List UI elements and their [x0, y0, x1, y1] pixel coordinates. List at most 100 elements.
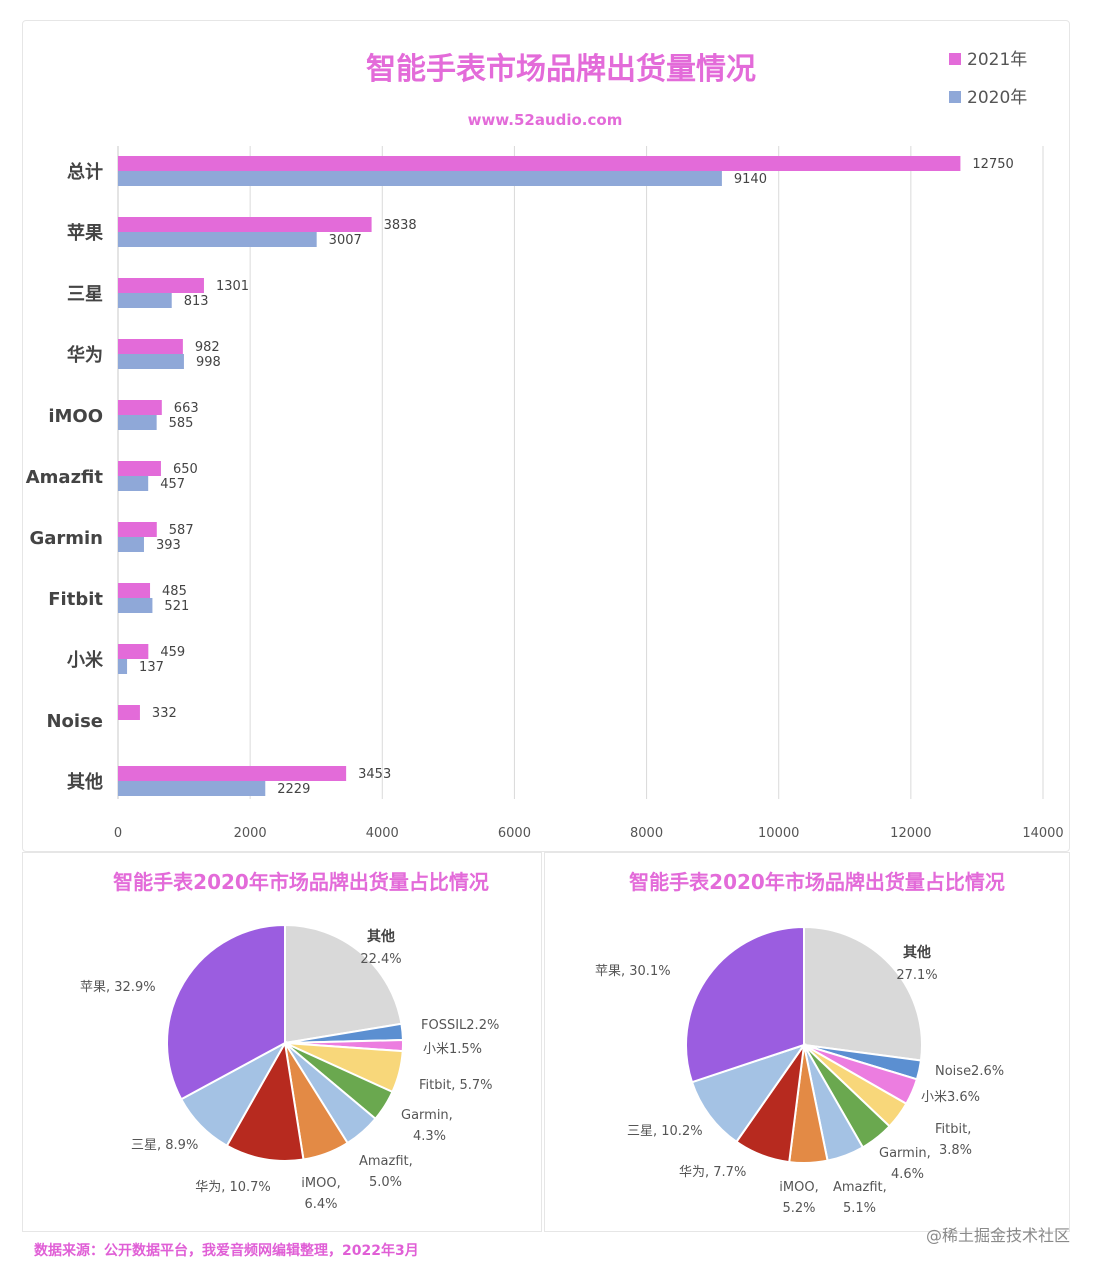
bar-value-label-0-2: 1301: [216, 279, 249, 294]
bar-value-label-0-5: 650: [173, 462, 198, 477]
watermark: @稀土掘金技术社区: [925, 1226, 1070, 1245]
x-tick-label-6: 12000: [890, 826, 931, 841]
pie-left-title: 智能手表2020年市场品牌出货量占比情况: [113, 870, 489, 894]
pie-left-slice-7: [225, 1040, 305, 1162]
x-tick-label-2: 4000: [366, 826, 399, 841]
bar-1-4: [118, 415, 157, 430]
category-label-7: Fitbit: [48, 589, 103, 610]
bar-chart-panel: 智能手表市场品牌出货量情况 www.52audio.com 2021年 2020年 0 2…: [22, 20, 1070, 852]
bar-0-1: [118, 217, 372, 232]
chart-subtitle: www.52audio.com: [468, 111, 623, 129]
pie-left-slice-0: [284, 923, 403, 1045]
bar-value-label-0-4: 663: [174, 401, 199, 416]
pie-left-label-value-6: 6.4%: [304, 1197, 337, 1212]
bar-value-label-1-3: 998: [196, 355, 221, 370]
legend-label-0: 2021年: [967, 50, 1027, 70]
bar-value-label-0-9: 332: [152, 706, 177, 721]
bar-1-10: [118, 781, 266, 796]
bar-value-label-1-2: 813: [184, 294, 209, 309]
pie-left-label-value-5: 5.0%: [369, 1175, 402, 1190]
bar-0-3: [118, 339, 183, 354]
pie-right-label-value-4: 4.6%: [891, 1167, 924, 1182]
pie-right-label-value-6: 5.2%: [782, 1201, 815, 1216]
pie-right-label-name-3: Fitbit,: [935, 1122, 971, 1137]
x-tick-label-3: 6000: [498, 826, 531, 841]
bar-0-7: [118, 583, 151, 598]
pie-left-label-8: 三星, 8.9%: [131, 1138, 198, 1153]
bar-chart: 智能手表市场品牌出货量情况 www.52audio.com 2021年 2020年 0 2…: [26, 50, 1064, 841]
x-tick-label-7: 14000: [1022, 826, 1063, 841]
pie-right-label-value-5: 5.1%: [843, 1201, 876, 1216]
category-label-1: 苹果: [67, 222, 104, 244]
pie-right-slice-0: [803, 925, 923, 1062]
bar-1-5: [118, 476, 149, 491]
bar-value-label-0-0: 12750: [972, 157, 1013, 172]
legend-swatch-1: [949, 91, 961, 103]
pie-left-label-name-5: Amazfit,: [359, 1154, 413, 1169]
pie-right-label-name-4: Garmin,: [879, 1146, 931, 1161]
pie-right-slice-9: [685, 925, 805, 1084]
x-tick-label-1: 2000: [234, 826, 267, 841]
pie-right-label-name-5: Amazfit,: [833, 1180, 887, 1195]
bar-value-label-1-0: 9140: [734, 172, 767, 187]
bar-0-2: [118, 278, 204, 293]
pie-chart-panel-right: 智能手表2020年市场品牌出货量占比情况 其他 27.1% Noise2.6% 小米3.…: [544, 852, 1070, 1232]
legend-swatch-0: [949, 53, 961, 65]
bar-value-label-1-5: 457: [160, 477, 185, 492]
pie-left-slice-9: [166, 923, 286, 1101]
category-label-5: Amazfit: [26, 467, 104, 488]
pie-left-label-9: 苹果, 32.9%: [80, 980, 156, 995]
bar-1-6: [118, 537, 144, 552]
bar-1-0: [118, 171, 722, 186]
bar-0-6: [118, 522, 157, 537]
bar-value-label-0-1: 3838: [384, 218, 417, 233]
pie-left-label-name-4: Garmin,: [401, 1108, 453, 1123]
category-label-9: Noise: [46, 711, 103, 732]
pie-left-label-2: 小米1.5%: [423, 1042, 482, 1057]
pie-right-slice-8: [690, 1043, 807, 1144]
pie-left-label-value-4: 4.3%: [413, 1129, 446, 1144]
bar-0-10: [118, 766, 347, 781]
category-label-10: 其他: [67, 771, 103, 793]
pie-right-label-name-6: iMOO,: [779, 1180, 818, 1195]
bar-1-3: [118, 354, 184, 369]
category-label-8: 小米: [67, 649, 104, 671]
category-label-0: 总计: [67, 161, 103, 183]
pie-right-label-7: 华为, 7.7%: [679, 1165, 746, 1180]
x-tick-label-5: 10000: [758, 826, 799, 841]
category-label-2: 三星: [67, 284, 103, 305]
pie-right-label-value-3: 3.8%: [939, 1143, 972, 1158]
bar-value-label-0-7: 485: [162, 584, 187, 599]
bar-0-0: [118, 156, 961, 171]
bar-value-label-1-4: 585: [169, 416, 194, 431]
pie-chart-panel-left: 智能手表2020年市场品牌出货量占比情况 其他 22.4% FOSSIL2.2% 小米1…: [22, 852, 542, 1232]
pie-right-label-name-0: 其他: [903, 944, 931, 961]
bar-value-label-1-8: 137: [139, 660, 164, 675]
bar-value-label-0-10: 3453: [358, 767, 391, 782]
legend-label-1: 2020年: [967, 88, 1027, 108]
pie-right-label-value-0: 27.1%: [896, 968, 937, 983]
bar-0-8: [118, 644, 149, 659]
bar-0-5: [118, 461, 161, 476]
bar-value-label-0-8: 459: [160, 645, 185, 660]
pie-right-title: 智能手表2020年市场品牌出货量占比情况: [629, 870, 1005, 894]
bar-value-label-0-3: 982: [195, 340, 220, 355]
pie-right-label-8: 三星, 10.2%: [627, 1124, 703, 1139]
bar-0-4: [118, 400, 162, 415]
pie-left-label-7: 华为, 10.7%: [195, 1180, 271, 1195]
x-tick-label-4: 8000: [630, 826, 663, 841]
bar-1-1: [118, 232, 317, 247]
bar-value-label-1-10: 2229: [277, 782, 310, 797]
pie-right-label-1: Noise2.6%: [935, 1064, 1004, 1079]
category-label-6: Garmin: [29, 528, 103, 549]
bar-0-9: [118, 705, 140, 720]
bar-value-label-1-7: 521: [164, 599, 189, 614]
pie-right-label-9: 苹果, 30.1%: [595, 964, 671, 979]
pie-left-label-value-0: 22.4%: [360, 952, 401, 967]
pie-left-label-1: FOSSIL2.2%: [421, 1018, 499, 1033]
x-tick-label-0: 0: [114, 826, 122, 841]
bar-1-8: [118, 659, 128, 674]
bar-1-7: [118, 598, 153, 613]
